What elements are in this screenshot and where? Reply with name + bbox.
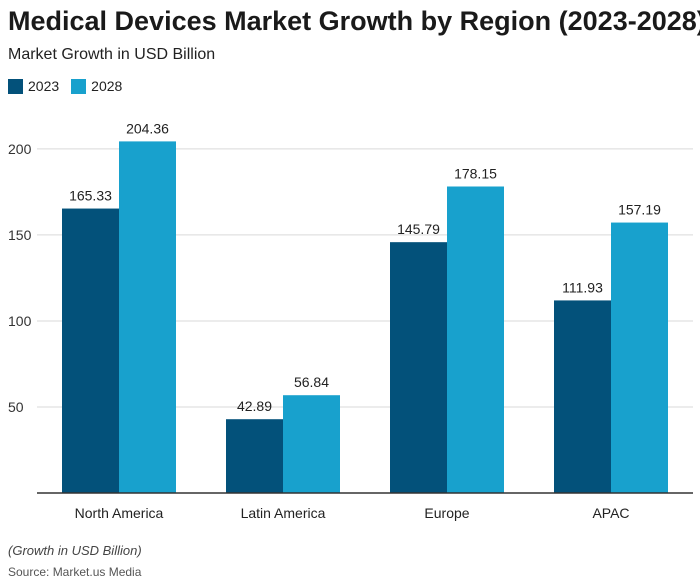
source-credit: Source: Market.us Media [8, 565, 142, 579]
value-label-2023-1: 42.89 [237, 398, 272, 414]
value-label-2028-2: 178.15 [454, 165, 497, 181]
bar-2028-1 [283, 395, 340, 493]
y-tick-label-150: 150 [8, 227, 32, 243]
bar-2028-0 [119, 141, 176, 493]
bar-2023-3 [554, 300, 611, 493]
value-label-2023-2: 145.79 [397, 221, 440, 237]
bar-2028-2 [447, 186, 504, 493]
footnote: (Growth in USD Billion) [8, 543, 142, 558]
legend-item-2023: 2023 [8, 78, 59, 94]
chart-subtitle: Market Growth in USD Billion [8, 46, 216, 63]
value-label-2028-0: 204.36 [126, 120, 169, 136]
x-tick-label-0: North America [75, 505, 164, 521]
x-tick-label-3: APAC [592, 505, 629, 521]
bar-2023-1 [226, 419, 283, 493]
bar-2028-3 [611, 222, 668, 493]
bar-chart: 50 100 150 200 165.33 204.36 North America 42.8… [8, 120, 693, 521]
y-tick-label-100: 100 [8, 313, 32, 329]
legend: 2023 2028 [8, 78, 134, 94]
y-tick-label-50: 50 [8, 399, 24, 415]
bar-2023-2 [390, 242, 447, 493]
x-tick-label-1: Latin America [241, 505, 326, 521]
y-tick-label-200: 200 [8, 141, 32, 157]
legend-swatch-2028 [71, 78, 87, 94]
legend-label-2028: 2028 [91, 78, 123, 94]
value-label-2028-3: 157.19 [618, 202, 661, 218]
legend-swatch-2023 [8, 78, 23, 94]
x-tick-label-2: Europe [424, 505, 469, 521]
chart-title: Medical Devices Market Growth by Region … [8, 6, 700, 36]
legend-label-2023: 2023 [28, 78, 60, 94]
value-label-2023-3: 111.93 [562, 279, 603, 295]
value-label-2028-1: 56.84 [294, 374, 329, 390]
value-label-2023-0: 165.33 [69, 188, 112, 204]
bar-2023-0 [62, 208, 119, 493]
legend-item-2028: 2028 [71, 78, 122, 94]
